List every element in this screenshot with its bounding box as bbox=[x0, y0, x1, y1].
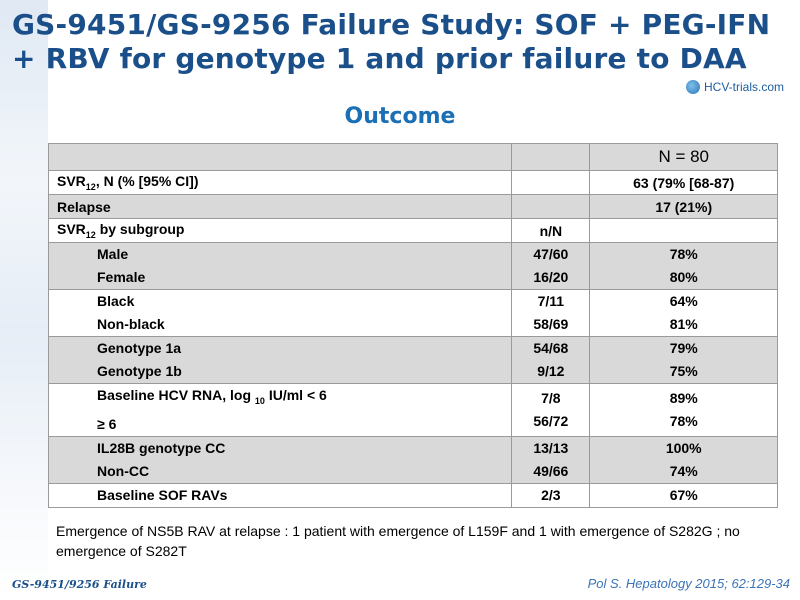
section-title: Outcome bbox=[344, 104, 456, 129]
subgroup-row-nN: 16/20 bbox=[533, 269, 569, 285]
table-row: Male Female 47/60 16/20 78% 80% bbox=[47, 242, 778, 290]
subgroup-labels: Baseline HCV RNA, log 10 IU/ml < 6 ≥ 6 bbox=[47, 383, 513, 437]
subgroup-row-label: Male bbox=[97, 246, 129, 262]
subgroup-labels: IL28B genotype CC Non-CC bbox=[47, 435, 513, 484]
hcv-rna-label-pre: Baseline HCV RNA, log bbox=[97, 387, 255, 403]
subgroup-label-sub: 12 bbox=[85, 229, 96, 240]
footer-study-name: GS-9451/9256 Failure bbox=[12, 578, 147, 591]
subgroup-nN: 13/13 49/66 bbox=[511, 435, 591, 484]
subgroup-row-nN: 13/13 bbox=[533, 439, 569, 456]
table-row: Baseline HCV RNA, log 10 IU/ml < 6 ≥ 6 7… bbox=[47, 383, 778, 437]
subgroup-label: SVR12 by subgroup bbox=[47, 218, 513, 243]
subgroup-row-nN: 58/69 bbox=[533, 316, 569, 332]
subgroup-nN: 7/8 56/72 bbox=[511, 383, 591, 437]
subgroup-value-blank bbox=[589, 218, 778, 243]
hcv-rna-label-post: IU/ml < 6 bbox=[264, 387, 327, 403]
subgroup-row-pct: 75% bbox=[669, 363, 698, 379]
subgroup-row-pct: 78% bbox=[669, 412, 698, 429]
subgroup-row-pct: 100% bbox=[665, 439, 702, 456]
subgroup-row-pct: 81% bbox=[669, 316, 698, 332]
table-row: Black Non-black 7/11 58/69 64% 81% bbox=[47, 289, 778, 337]
subgroup-pct: 78% 80% bbox=[589, 242, 778, 290]
header-blank-cell-2 bbox=[511, 143, 591, 171]
subgroup-row-pct: 74% bbox=[669, 462, 698, 479]
subgroup-header-row: SVR12 by subgroup n/N bbox=[47, 218, 778, 243]
subgroup-pct: 79% 75% bbox=[589, 336, 778, 384]
subgroup-row-nN: 47/60 bbox=[533, 246, 569, 262]
subgroup-row-nN: 54/68 bbox=[533, 340, 569, 356]
subgroup-col-header: n/N bbox=[511, 218, 591, 243]
svr12-label-pre: SVR bbox=[57, 173, 86, 190]
relapse-value: 17 (21%) bbox=[589, 194, 778, 219]
subgroup-row-nN: 7/11 bbox=[537, 293, 565, 309]
svr12-label-sub: 12 bbox=[85, 181, 96, 192]
hcv-rna-label-sub: 10 bbox=[254, 395, 265, 406]
subgroup-nN: 7/11 58/69 bbox=[511, 289, 591, 337]
footnote: Emergence of NS5B RAV at relapse : 1 pat… bbox=[56, 523, 740, 559]
subgroup-row-nN: 7/8 bbox=[541, 389, 561, 406]
title-line-1: GS-9451/GS-9256 Failure Study: SOF + PEG… bbox=[12, 8, 771, 41]
n-header-cell: N = 80 bbox=[589, 143, 778, 171]
svr12-nN bbox=[511, 170, 591, 195]
table-header-row: N = 80 bbox=[47, 143, 778, 171]
subgroup-row-label: Black bbox=[97, 293, 135, 309]
subgroup-pct: 89% 78% bbox=[589, 383, 778, 437]
side-decoration bbox=[0, 0, 48, 600]
hcv-trials-logo: HCV-trials.com bbox=[686, 78, 784, 96]
table-row: Baseline SOF RAVs 2/3 67% bbox=[47, 482, 778, 508]
subgroup-nN: 54/68 9/12 bbox=[511, 336, 591, 384]
svr12-value: 63 (79% [68-87) bbox=[589, 170, 778, 195]
title-line-2: + RBV for genotype 1 and prior failure t… bbox=[12, 42, 747, 75]
table-row: IL28B genotype CC Non-CC 13/13 49/66 100… bbox=[47, 435, 778, 484]
subgroup-row-label: Non-black bbox=[97, 316, 165, 332]
header-blank-cell bbox=[47, 143, 513, 171]
relapse-label: Relapse bbox=[47, 194, 513, 219]
subgroup-row-pct: 80% bbox=[669, 269, 698, 285]
subgroup-row-pct: 89% bbox=[669, 389, 698, 406]
subgroup-row-label: Baseline SOF RAVs bbox=[47, 482, 513, 508]
subgroup-labels: Black Non-black bbox=[47, 289, 513, 337]
slide-title: GS-9451/GS-9256 Failure Study: SOF + PEG… bbox=[12, 8, 788, 76]
subgroup-row-label: Genotype 1a bbox=[97, 340, 182, 356]
subgroup-pct: 64% 81% bbox=[589, 289, 778, 337]
subgroup-row-label: Non-CC bbox=[97, 462, 150, 479]
subgroup-row-label: IL28B genotype CC bbox=[97, 439, 226, 456]
subgroup-row-pct: 64% bbox=[669, 293, 698, 309]
subgroup-label-pre: SVR bbox=[57, 221, 86, 238]
relapse-row: Relapse 17 (21%) bbox=[47, 194, 778, 219]
globe-icon bbox=[686, 80, 700, 94]
subgroup-row-label: ≥ 6 bbox=[97, 415, 117, 432]
subgroup-row-nN: 2/3 bbox=[511, 482, 591, 508]
table-row: Genotype 1a Genotype 1b 54/68 9/12 79% 7… bbox=[47, 336, 778, 384]
subgroup-label-post: by subgroup bbox=[95, 221, 185, 238]
subgroup-labels: Male Female bbox=[47, 242, 513, 290]
relapse-nN bbox=[511, 194, 591, 219]
subgroup-row-nN: 49/66 bbox=[533, 462, 569, 479]
subgroup-row-pct: 67% bbox=[589, 482, 778, 508]
logo-text: HCV-trials.com bbox=[704, 80, 785, 94]
svr12-label: SVR12, N (% [95% CI]) bbox=[47, 170, 513, 195]
footer-reference: Pol S. Hepatology 2015; 62:129-34 bbox=[587, 576, 790, 591]
subgroup-row-label: Genotype 1b bbox=[97, 363, 182, 379]
svr12-label-post: , N (% [95% CI]) bbox=[95, 173, 199, 190]
subgroup-row-nN: 9/12 bbox=[537, 363, 565, 379]
svr12-row: SVR12, N (% [95% CI]) 63 (79% [68-87) bbox=[47, 170, 778, 195]
subgroup-labels: Genotype 1a Genotype 1b bbox=[47, 336, 513, 384]
subgroup-nN: 47/60 16/20 bbox=[511, 242, 591, 290]
subgroup-row-pct: 78% bbox=[669, 246, 698, 262]
subgroup-pct: 100% 74% bbox=[589, 435, 778, 484]
subgroup-row-pct: 79% bbox=[669, 340, 698, 356]
subgroup-row-nN: 56/72 bbox=[533, 412, 569, 429]
subgroup-row-label: Female bbox=[97, 269, 146, 285]
subgroup-row-label: Baseline HCV RNA, log 10 IU/ml < 6 bbox=[97, 384, 503, 413]
outcome-table: N = 80 SVR12, N (% [95% CI]) 63 (79% [68… bbox=[47, 143, 778, 508]
